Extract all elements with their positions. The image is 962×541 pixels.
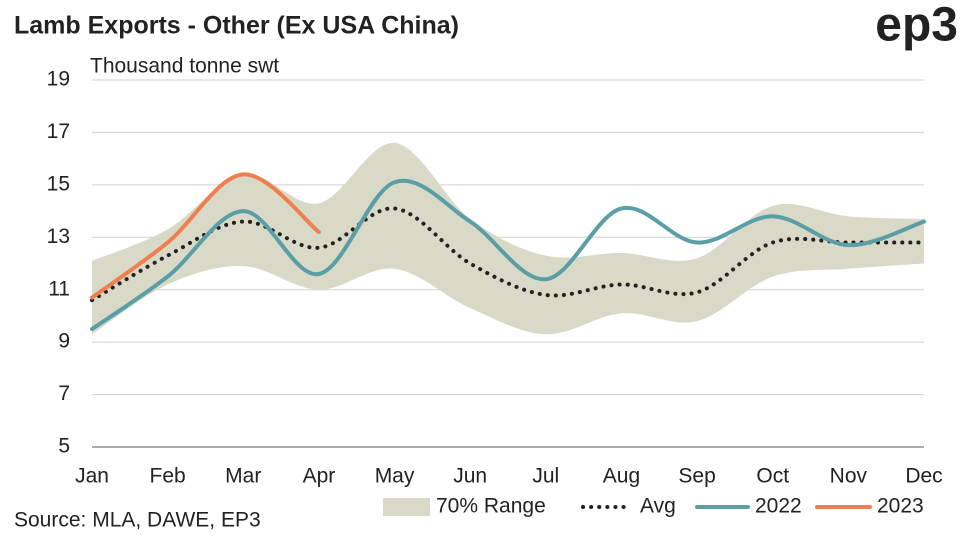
y-tick-label: 17 bbox=[47, 120, 70, 143]
y-tick-label: 11 bbox=[48, 277, 70, 300]
legend-label: 2022 bbox=[755, 495, 802, 518]
series-line bbox=[90, 206, 926, 303]
series-line bbox=[90, 178, 926, 332]
y-axis-label: Thousand tonne swt bbox=[90, 55, 279, 78]
chart-title: Lamb Exports - Other (Ex USA China) bbox=[14, 12, 459, 40]
y-tick-label: 19 bbox=[47, 68, 70, 91]
range-area bbox=[92, 142, 924, 335]
legend-swatch bbox=[383, 498, 430, 516]
x-tick-label: Jul bbox=[532, 465, 559, 488]
y-tick-label: 9 bbox=[58, 330, 70, 353]
legend-label: 70% Range bbox=[436, 495, 546, 518]
series-line bbox=[90, 172, 321, 300]
x-tick-label: Mar bbox=[225, 465, 261, 488]
x-tick-label: Aug bbox=[603, 465, 640, 488]
x-tick-label: Nov bbox=[830, 465, 868, 488]
legend-label: Avg bbox=[640, 495, 676, 518]
x-tick-label: Dec bbox=[905, 465, 942, 488]
y-tick-label: 13 bbox=[47, 225, 70, 248]
source: Source: MLA, DAWE, EP3 bbox=[14, 509, 261, 532]
y-tick-label: 5 bbox=[58, 435, 70, 458]
x-tick-label: Sep bbox=[678, 465, 715, 488]
x-tick-label: Feb bbox=[150, 465, 186, 488]
x-tick-label: May bbox=[375, 465, 415, 488]
logo: ep3 bbox=[875, 0, 958, 52]
legend-label: 2023 bbox=[877, 495, 924, 518]
x-tick-label: Jan bbox=[75, 465, 109, 488]
x-tick-label: Apr bbox=[303, 465, 336, 488]
y-tick-label: 7 bbox=[58, 382, 70, 405]
y-tick-label: 15 bbox=[47, 172, 70, 195]
x-tick-label: Oct bbox=[756, 465, 789, 488]
x-tick-label: Jun bbox=[453, 465, 487, 488]
